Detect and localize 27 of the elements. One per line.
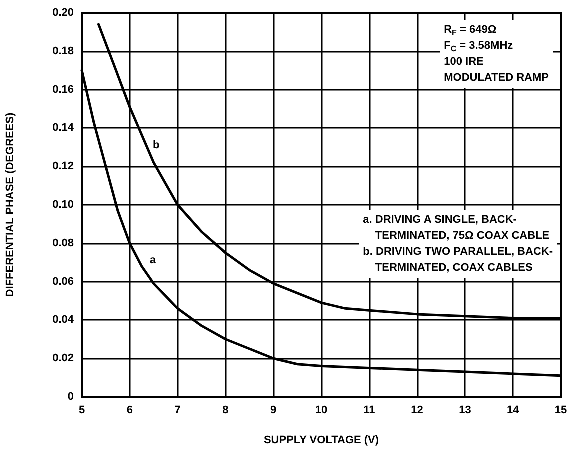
y-tick-label: 0.20 [52, 7, 74, 19]
x-tick-label: 15 [554, 404, 568, 416]
annotation: b [153, 140, 160, 152]
x-tick-label: 14 [506, 404, 520, 416]
x-tick-label: 7 [174, 404, 181, 416]
x-tick-label: 8 [222, 404, 229, 416]
y-tick-label: 0.10 [52, 199, 74, 211]
x-tick-label: 11 [364, 404, 376, 416]
y-tick-label: 0.02 [52, 352, 74, 365]
y-tick-label: 0 [68, 391, 74, 403]
x-tick-label: 12 [411, 404, 424, 416]
y-tick-label: 0.08 [52, 237, 74, 250]
annotation: a. DRIVING A SINGLE, BACK- TERMINATED, 75Ω COAX CABLE b. DRIVING TWO PARALLEL, BACK- TERMINATED, COAX CABLES [363, 214, 554, 274]
x-tick-label: 13 [459, 404, 472, 416]
y-tick-label: 0.06 [52, 276, 74, 288]
x-tick-label: 5 [78, 404, 86, 416]
y-tick-label: 0.14 [52, 122, 75, 134]
x-tick-label: 10 [315, 404, 328, 416]
y-axis-title: DIFFERENTIAL PHASE (DEGREES) [4, 112, 16, 298]
x-axis-title: SUPPLY VOLTAGE (V) [264, 434, 380, 446]
y-tick-label: 0.04 [52, 314, 75, 326]
y-tick-label: 0.12 [52, 160, 74, 173]
x-tick-label: 9 [270, 404, 277, 416]
y-tick-label: 0.18 [52, 45, 74, 58]
y-tick-label: 0.16 [52, 84, 74, 96]
annotation: a [150, 254, 157, 266]
x-tick-label: 6 [126, 404, 133, 416]
